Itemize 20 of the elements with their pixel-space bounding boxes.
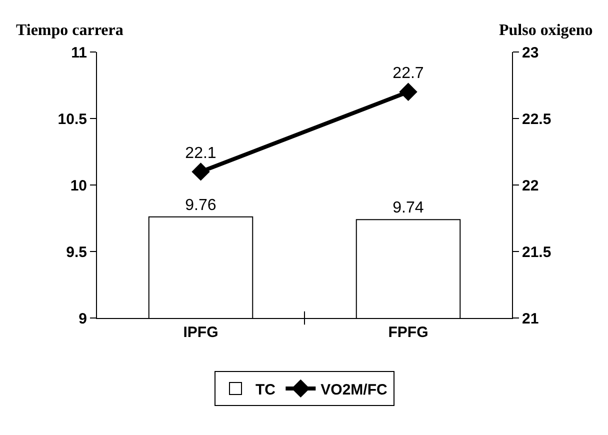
data-label: 9.76 [185, 196, 216, 214]
y2-tick-label: 22.5 [522, 110, 552, 128]
y2-tick-label: 23 [522, 44, 539, 62]
y2-tick-label: 21.5 [522, 244, 552, 261]
y-tick-label: 11 [71, 44, 87, 62]
legend-label: TC [256, 381, 276, 398]
y-axis-title: Tiempo carrera [16, 22, 124, 39]
legend-label: VO2M/FC [320, 381, 388, 398]
y-tick-label: 9.5 [66, 244, 87, 261]
y2-axis-title: Pulso oxigeno [499, 22, 593, 39]
x-tick-label: FPFG [388, 324, 428, 341]
y2-tick-label: 22 [522, 177, 539, 194]
y2-tick-label: 21 [522, 310, 539, 328]
data-label: 22.1 [185, 144, 216, 162]
y-tick-label: 9 [78, 310, 87, 328]
y-tick-label: 10.5 [58, 110, 87, 128]
x-tick-label: IPFG [183, 324, 218, 341]
data-label: 22.7 [392, 65, 424, 82]
data-label: 9.74 [392, 200, 424, 217]
y-tick-label: 10 [70, 177, 87, 194]
